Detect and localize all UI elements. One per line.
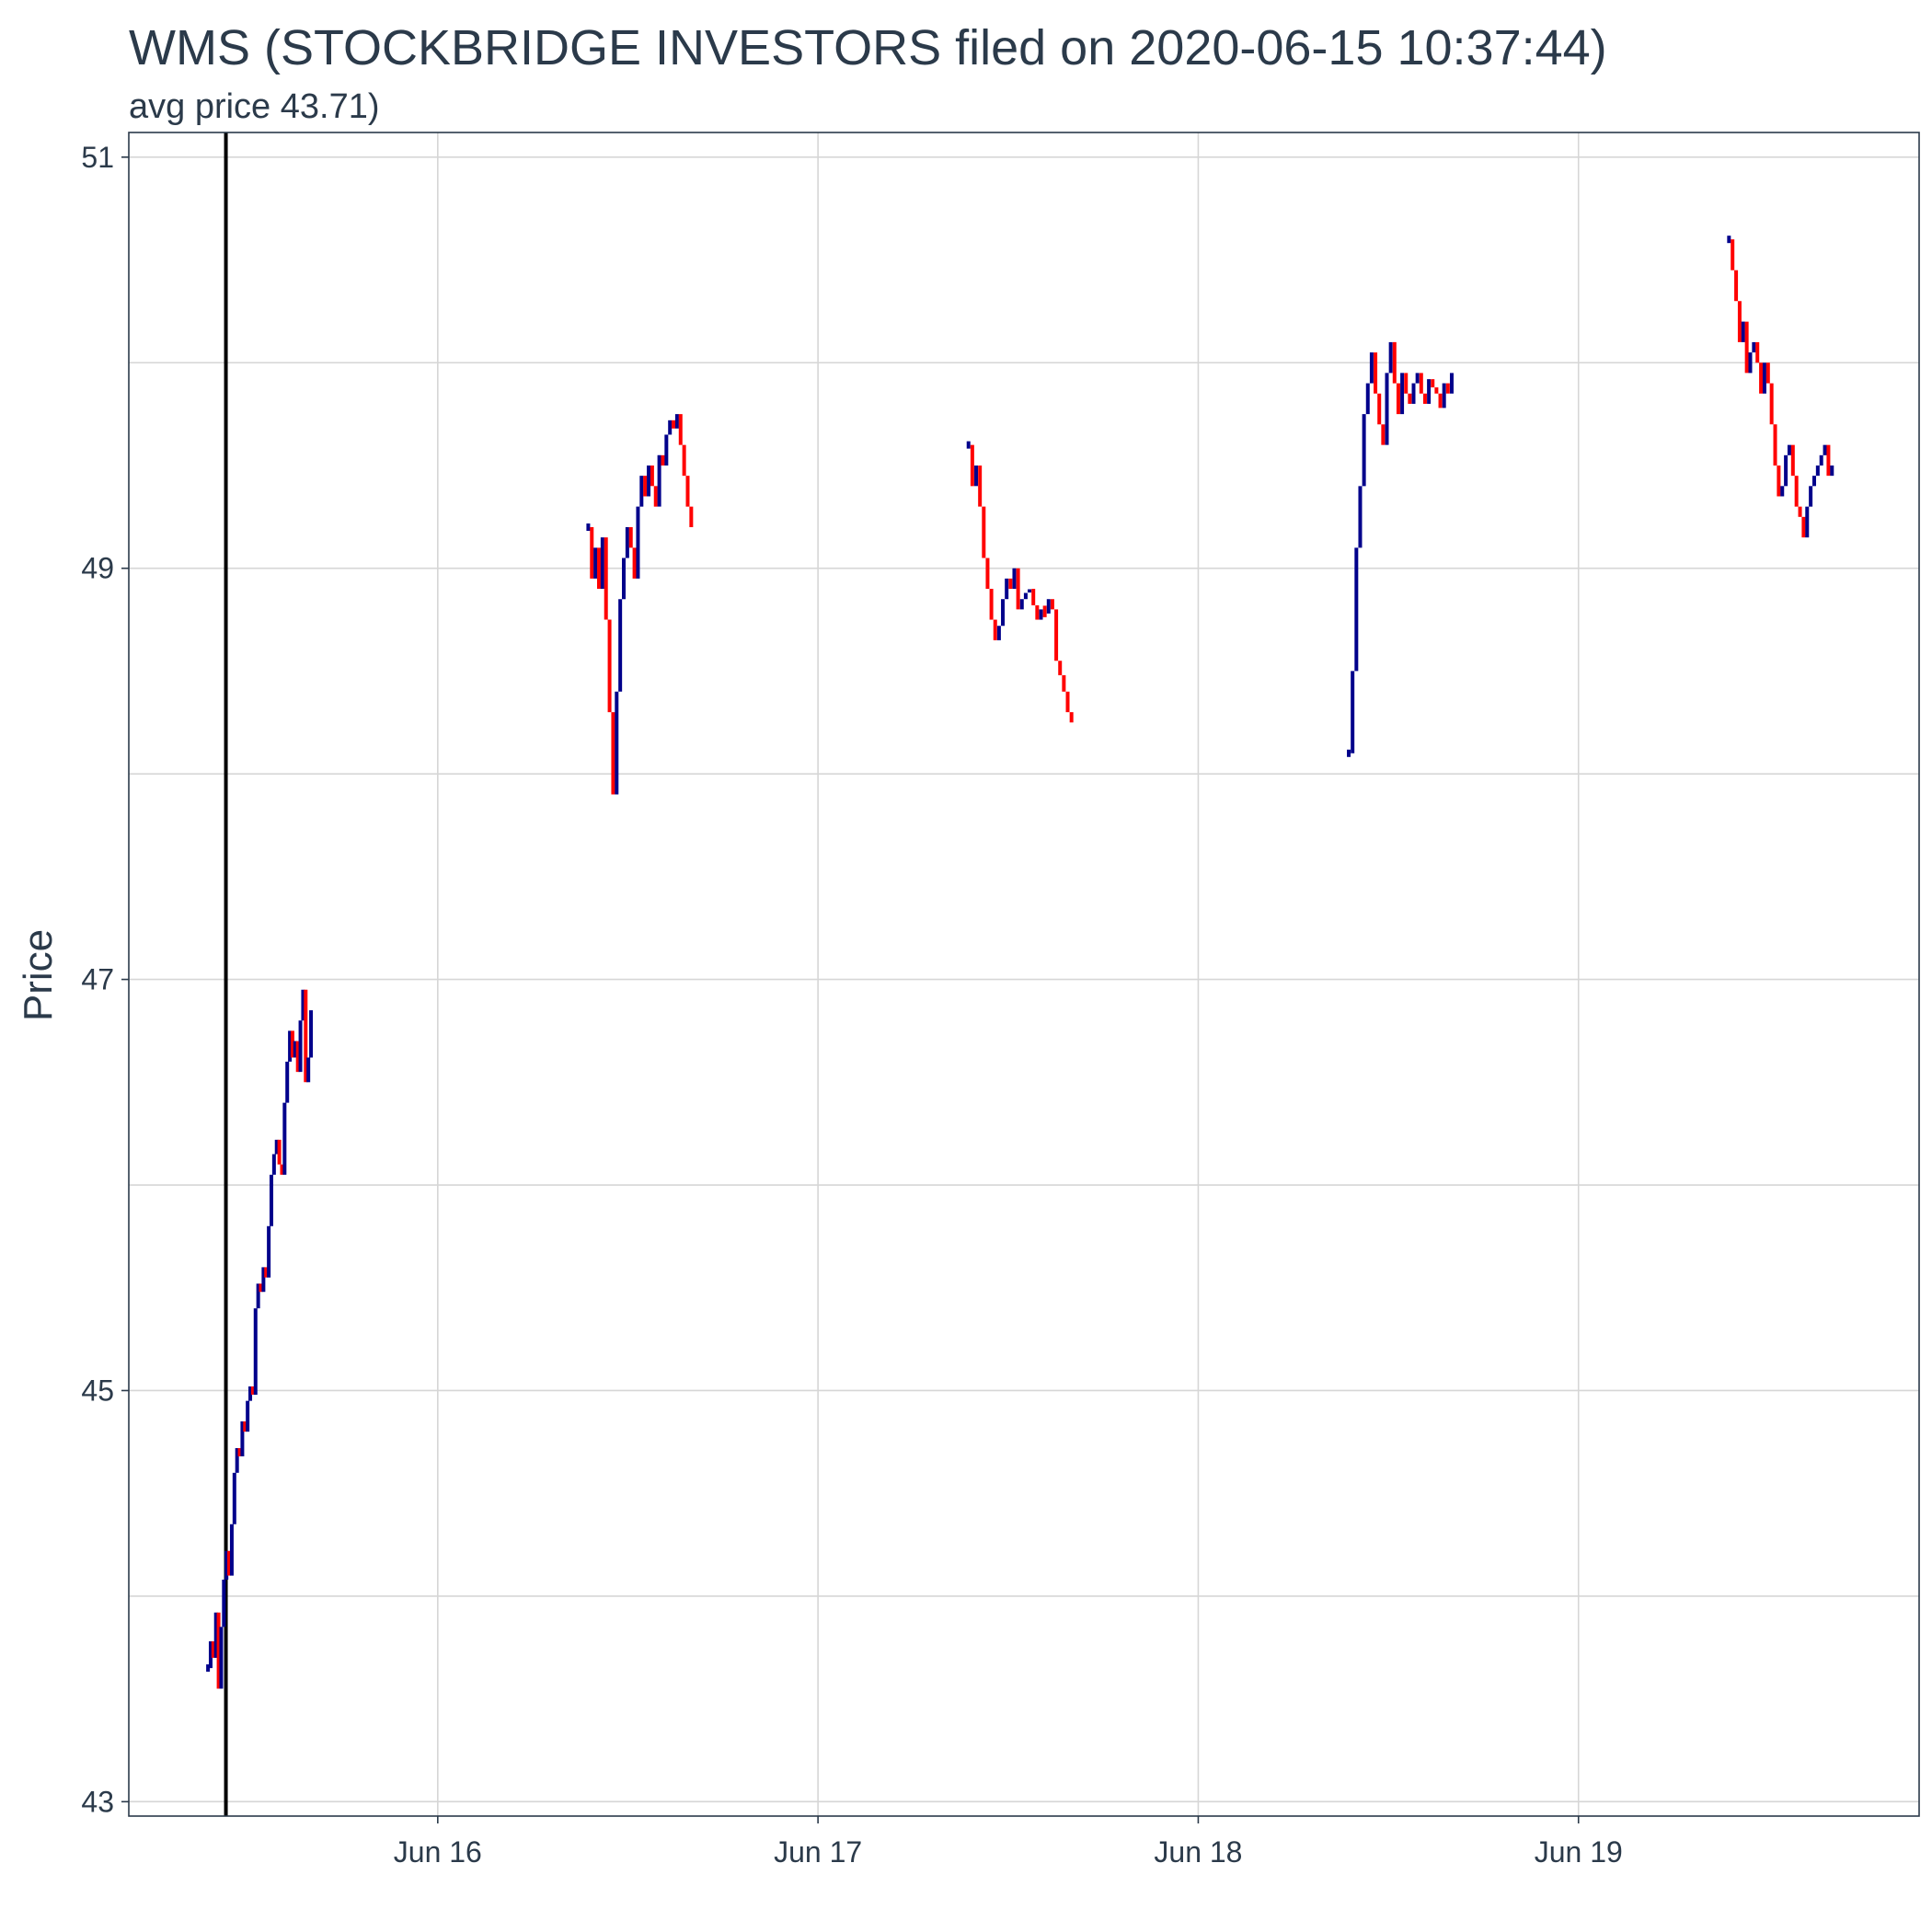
x-axis-ticks: Jun 16 Jun 17 Jun 18 Jun 19 <box>394 1816 1623 1869</box>
y-tick-label: 43 <box>81 1785 114 1818</box>
chart-title: WMS (STOCKBRIDGE INVESTORS filed on 2020… <box>129 20 1607 75</box>
x-tick-label: Jun 19 <box>1535 1835 1623 1869</box>
price-bars <box>206 236 1834 1689</box>
gridlines <box>129 132 1919 1816</box>
y-tick-label: 47 <box>81 963 114 996</box>
chart-subtitle: avg price 43.71) <box>129 87 380 126</box>
y-axis-label: Price <box>16 929 61 1021</box>
x-tick-label: Jun 16 <box>394 1835 482 1869</box>
x-tick-label: Jun 18 <box>1154 1835 1242 1869</box>
y-tick-label: 45 <box>81 1374 114 1407</box>
y-tick-label: 51 <box>81 141 114 174</box>
x-tick-label: Jun 17 <box>774 1835 862 1869</box>
y-axis-ticks: 43 45 47 49 51 <box>81 141 129 1818</box>
plot-frame <box>128 132 1920 1817</box>
y-tick-label: 49 <box>81 552 114 585</box>
